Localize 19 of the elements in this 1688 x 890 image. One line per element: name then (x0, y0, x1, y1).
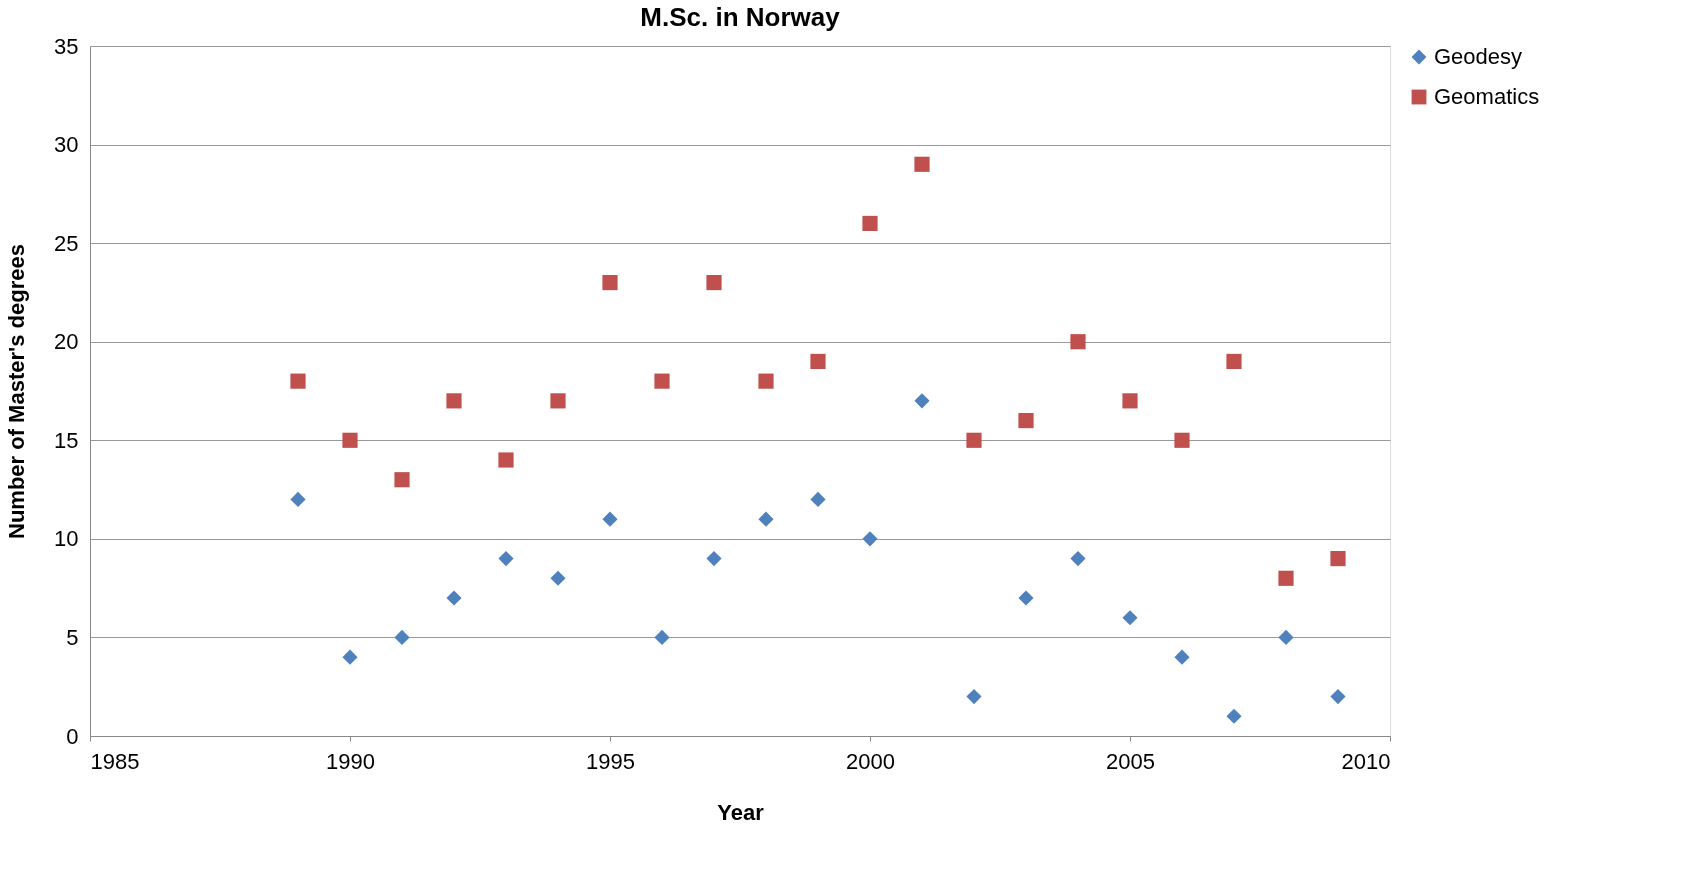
x-tick-label: 1985 (90, 748, 140, 774)
y-tick-label: 20 (54, 329, 79, 355)
y-tick-label: 10 (54, 526, 79, 552)
x-tick-label: 2005 (1106, 748, 1155, 774)
legend-label: Geomatics (1434, 84, 1540, 109)
y-tick-label: 5 (66, 624, 79, 650)
x-axis-title: Year (717, 799, 765, 825)
chart-title: M.Sc. in Norway (640, 2, 841, 32)
y-tick-label: 30 (54, 132, 79, 158)
x-tick-label: 2010 (1341, 748, 1391, 774)
legend-label: Geodesy (1434, 44, 1523, 69)
y-tick-label: 25 (54, 230, 79, 256)
y-axis-title: Number of Master's degrees (4, 244, 30, 539)
y-tick-label: 0 (66, 723, 79, 749)
y-tick-label: 35 (54, 33, 79, 59)
y-tick-label: 15 (54, 427, 79, 453)
x-tick-label: 1995 (586, 748, 635, 774)
x-tick-label: 1990 (326, 748, 375, 774)
x-tick-label: 2000 (846, 748, 895, 774)
